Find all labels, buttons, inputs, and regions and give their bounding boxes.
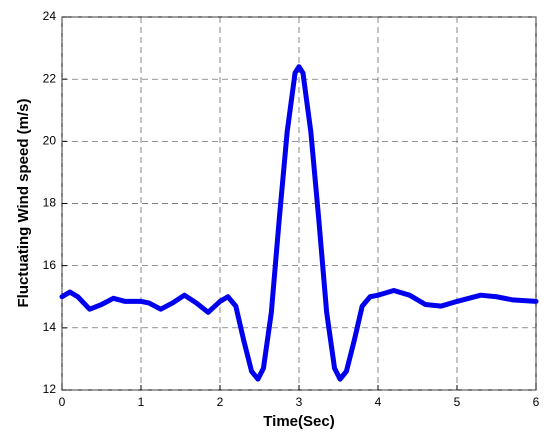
x-tick-label: 1 (138, 395, 145, 409)
x-axis-label: Time(Sec) (263, 413, 334, 430)
y-tick-label: 20 (43, 134, 57, 148)
y-tick-label: 16 (43, 258, 57, 272)
x-tick-label: 3 (296, 395, 303, 409)
y-tick-label: 22 (43, 71, 57, 85)
x-tick-label: 4 (375, 395, 382, 409)
x-tick-label: 0 (59, 395, 66, 409)
y-tick-label: 24 (43, 9, 57, 23)
y-tick-label: 18 (43, 196, 57, 210)
y-tick-label: 14 (43, 320, 57, 334)
x-tick-label: 6 (533, 395, 540, 409)
data-line (59, 64, 539, 382)
y-axis-label: Fluctuating Wind speed (m/s) (15, 98, 32, 307)
x-tick-label: 5 (454, 395, 461, 409)
x-tick-label: 2 (217, 395, 224, 409)
y-tick-label: 12 (43, 382, 57, 396)
